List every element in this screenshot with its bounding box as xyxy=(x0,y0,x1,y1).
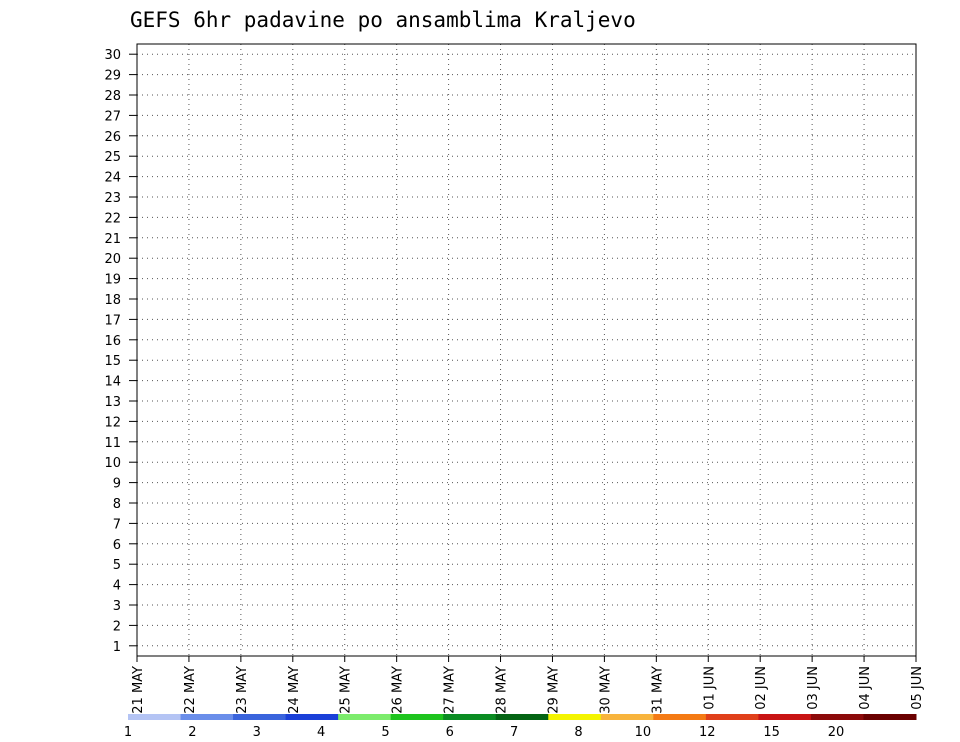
x-tick-label: 28 MAY xyxy=(495,666,510,714)
legend-swatch xyxy=(128,714,182,720)
x-tick-label: 02 JUN xyxy=(754,666,769,710)
legend-label: 20 xyxy=(828,725,845,740)
y-tick-label: 28 xyxy=(104,89,121,104)
legend-label: 4 xyxy=(317,725,325,740)
x-tick-label: 25 MAY xyxy=(339,666,354,714)
y-tick-label: 12 xyxy=(104,415,121,430)
x-tick-label: 27 MAY xyxy=(443,666,458,714)
x-tick-label: 30 MAY xyxy=(598,666,613,714)
y-tick-label: 30 xyxy=(104,48,121,63)
y-tick-label: 22 xyxy=(104,211,121,226)
y-tick-label: 17 xyxy=(104,313,121,328)
chart-title: GEFS 6hr padavine po ansamblima Kraljevo xyxy=(130,8,636,32)
y-tick-label: 23 xyxy=(104,191,121,206)
x-tick-label: 04 JUN xyxy=(858,666,873,710)
y-tick-label: 27 xyxy=(104,109,121,124)
y-tick-label: 19 xyxy=(104,273,121,288)
y-tick-label: 7 xyxy=(113,517,121,532)
x-axis: 21 MAY 22 MAY 23 MAY 24 MAY 25 MAY 26 MAY 27 M… xyxy=(131,656,925,714)
legend-label: 6 xyxy=(446,725,454,740)
x-tick-label: 23 MAY xyxy=(235,666,250,714)
legend-swatch xyxy=(390,714,444,720)
y-tick-label: 14 xyxy=(104,375,121,390)
x-tick-label: 01 JUN xyxy=(702,666,717,710)
legend-swatch xyxy=(548,714,602,720)
legend-swatch xyxy=(863,714,917,720)
x-tick-label: 26 MAY xyxy=(391,666,406,714)
x-tick-label: 21 MAY xyxy=(131,666,146,714)
x-tick-label: 03 JUN xyxy=(806,666,821,710)
legend-swatch xyxy=(810,714,864,720)
y-tick-label: 20 xyxy=(104,252,121,267)
x-tick-label: 22 MAY xyxy=(183,666,198,714)
y-tick-label: 11 xyxy=(104,436,121,451)
y-tick-label: 15 xyxy=(104,354,121,369)
legend-label: 3 xyxy=(253,725,261,740)
x-tick-label: 31 MAY xyxy=(650,666,665,714)
legend-swatch xyxy=(653,714,707,720)
y-axis: 1234567891011121314151617181920212223242… xyxy=(104,48,137,655)
y-tick-label: 10 xyxy=(104,456,121,471)
legend-label: 1 xyxy=(124,725,132,740)
y-tick-label: 24 xyxy=(104,171,121,186)
y-tick-label: 21 xyxy=(104,232,121,247)
grid-lines xyxy=(137,44,916,656)
plot-frame xyxy=(136,43,917,657)
y-tick-label: 6 xyxy=(113,538,121,553)
y-tick-label: 3 xyxy=(113,599,121,614)
legend-swatch xyxy=(285,714,339,720)
legend-swatch xyxy=(495,714,549,720)
x-tick-label: 29 MAY xyxy=(546,666,561,714)
x-tick-label: 05 JUN xyxy=(910,666,925,710)
legend-label: 2 xyxy=(188,725,196,740)
y-tick-label: 9 xyxy=(113,477,121,492)
legend: 1 2 3 4 5 6 7 8 10 12 15 20 xyxy=(124,714,917,740)
y-tick-label: 13 xyxy=(104,395,121,410)
y-tick-label: 26 xyxy=(104,130,121,145)
legend-label: 15 xyxy=(763,725,780,740)
y-tick-label: 5 xyxy=(113,558,121,573)
legend-label: 10 xyxy=(635,725,652,740)
y-tick-label: 8 xyxy=(113,497,121,512)
legend-swatch xyxy=(233,714,287,720)
legend-label: 12 xyxy=(699,725,716,740)
y-tick-label: 2 xyxy=(113,619,121,634)
legend-swatch xyxy=(600,714,654,720)
y-tick-label: 4 xyxy=(113,579,121,594)
y-tick-label: 16 xyxy=(104,334,121,349)
legend-swatch xyxy=(338,714,392,720)
legend-label: 8 xyxy=(574,725,582,740)
y-tick-label: 1 xyxy=(113,640,121,655)
y-tick-label: 25 xyxy=(104,150,121,165)
y-tick-label: 29 xyxy=(104,69,121,84)
legend-label: 7 xyxy=(510,725,518,740)
legend-swatch xyxy=(180,714,234,720)
legend-swatch xyxy=(705,714,759,720)
legend-label: 5 xyxy=(381,725,389,740)
legend-swatch xyxy=(758,714,812,720)
y-tick-label: 18 xyxy=(104,293,121,308)
legend-swatch xyxy=(443,714,497,720)
x-tick-label: 24 MAY xyxy=(287,666,302,714)
